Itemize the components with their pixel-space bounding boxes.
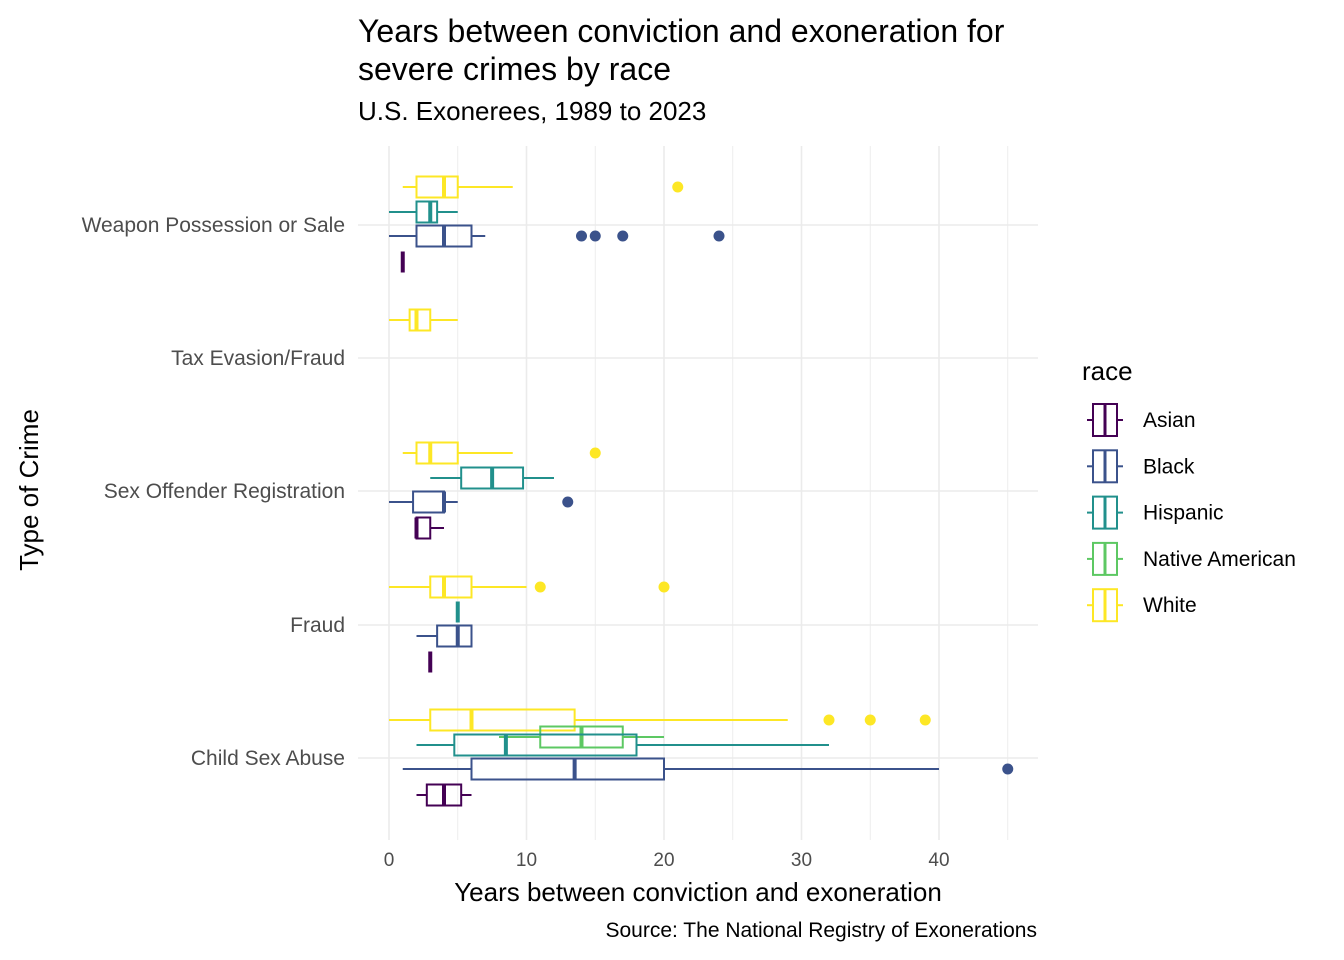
outlier-point — [1002, 763, 1014, 775]
legend: race Asian Black Hispanic Native American Wh… — [1082, 356, 1296, 623]
legend-key — [1087, 495, 1123, 530]
legend-label: Hispanic — [1143, 502, 1224, 525]
outlier-point — [672, 181, 684, 193]
chart-title-line-2: severe crimes by race — [358, 51, 671, 87]
legend-key — [1087, 588, 1123, 623]
box-iqr — [415, 175, 459, 199]
legend-item-hispanic: Hispanic — [1087, 495, 1224, 530]
box-iqr — [429, 575, 473, 599]
legend-key — [1087, 449, 1123, 484]
box-iqr — [453, 733, 638, 757]
outlier-point — [576, 230, 587, 242]
y-axis-title: Type of Crime — [14, 409, 44, 571]
box-iqr — [415, 200, 439, 224]
box-white — [402, 175, 684, 199]
outlier-point — [919, 714, 931, 726]
box-black — [402, 757, 1014, 781]
legend-item-asian: Asian — [1087, 403, 1196, 437]
box-white — [402, 441, 601, 465]
outlier-point — [534, 581, 546, 593]
box-hispanic — [389, 200, 458, 224]
y-tick-label: Weapon Possession or Sale — [82, 214, 345, 237]
box-black — [389, 224, 725, 248]
x-tick-label: 20 — [653, 850, 674, 871]
box-hispanic — [430, 466, 554, 490]
outlier-point — [864, 714, 876, 726]
box-white — [389, 575, 670, 599]
x-tick-label: 10 — [516, 850, 537, 871]
outlier-point — [823, 714, 835, 726]
box-white — [389, 308, 458, 332]
legend-label: Native American — [1143, 548, 1296, 571]
chart-caption: Source: The National Registry of Exonera… — [605, 919, 1037, 942]
legend-key — [1087, 403, 1123, 437]
y-tick-label: Child Sex Abuse — [191, 747, 345, 770]
outlier-point — [589, 230, 601, 242]
box-hispanic — [416, 733, 829, 757]
box-iqr — [412, 490, 445, 514]
y-tick-label: Fraud — [290, 614, 345, 637]
legend-title: race — [1082, 356, 1133, 386]
box-iqr — [415, 516, 432, 540]
box-white — [389, 708, 931, 732]
box-asian — [414, 516, 444, 540]
x-axis-title: Years between conviction and exoneration — [454, 877, 942, 907]
x-tick-label: 0 — [384, 850, 395, 871]
chart-subtitle: U.S. Exonerees, 1989 to 2023 — [358, 96, 707, 126]
y-tick-label: Tax Evasion/Fraud — [171, 347, 345, 370]
box-iqr — [436, 624, 473, 648]
outlier-point — [562, 496, 574, 508]
x-axis-ticks: 0 10 20 30 40 — [384, 850, 950, 871]
legend-label: White — [1143, 594, 1197, 617]
outlier-point — [713, 230, 725, 242]
x-tick-label: 40 — [928, 850, 949, 871]
outlier-point — [589, 447, 601, 459]
x-tick-label: 30 — [791, 850, 812, 871]
box-black — [416, 624, 473, 648]
y-axis-ticks: Weapon Possession or Sale Tax Evasion/Fra… — [82, 214, 345, 770]
legend-label: Asian — [1143, 409, 1196, 432]
box-iqr — [429, 708, 576, 732]
legend-item-black: Black — [1087, 449, 1195, 484]
box-iqr — [470, 757, 665, 781]
box-iqr — [415, 441, 459, 465]
box-asian — [416, 783, 472, 807]
box-black — [389, 490, 574, 514]
outlier-point — [617, 230, 629, 242]
box-marks — [389, 175, 1014, 807]
chart-title-line-1: Years between conviction and exoneration… — [358, 13, 1005, 49]
outlier-point — [658, 581, 670, 593]
legend-label: Black — [1143, 455, 1195, 478]
y-tick-label: Sex Offender Registration — [104, 480, 345, 503]
box-iqr — [408, 308, 432, 332]
gridlines — [358, 146, 1038, 840]
legend-item-native-american: Native American — [1087, 541, 1296, 576]
chart-title: Years between conviction and exoneration… — [358, 12, 1004, 88]
legend-key — [1087, 541, 1123, 576]
legend-item-white: White — [1087, 588, 1197, 623]
